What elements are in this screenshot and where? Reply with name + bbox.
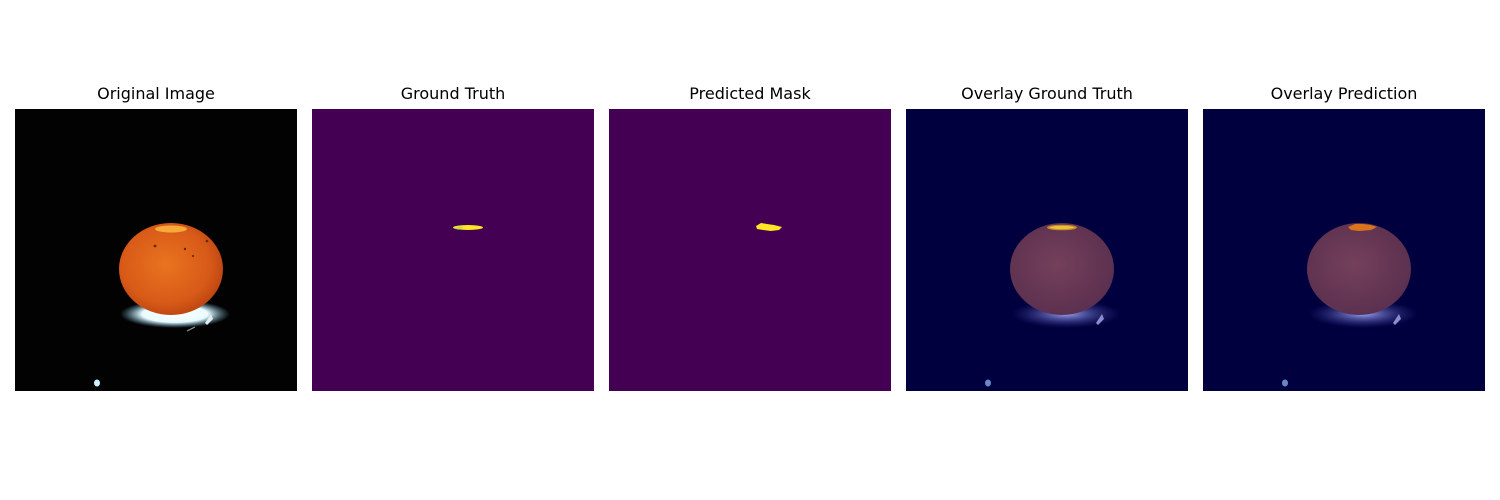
overlay-ground-truth-image — [906, 109, 1188, 391]
panel-title-overlay-prediction: Overlay Prediction — [1270, 84, 1418, 103]
overlay-prediction-image — [1203, 109, 1485, 391]
panel-title-original-image: Original Image — [97, 84, 215, 103]
original-image — [15, 109, 297, 391]
predicted-mask — [609, 109, 891, 391]
panel-title-predicted-mask: Predicted Mask — [689, 84, 811, 103]
panel-title-ground-truth: Ground Truth — [400, 84, 506, 103]
ground-truth-mask — [312, 109, 594, 391]
panel-title-overlay-ground-truth: Overlay Ground Truth — [961, 84, 1133, 103]
